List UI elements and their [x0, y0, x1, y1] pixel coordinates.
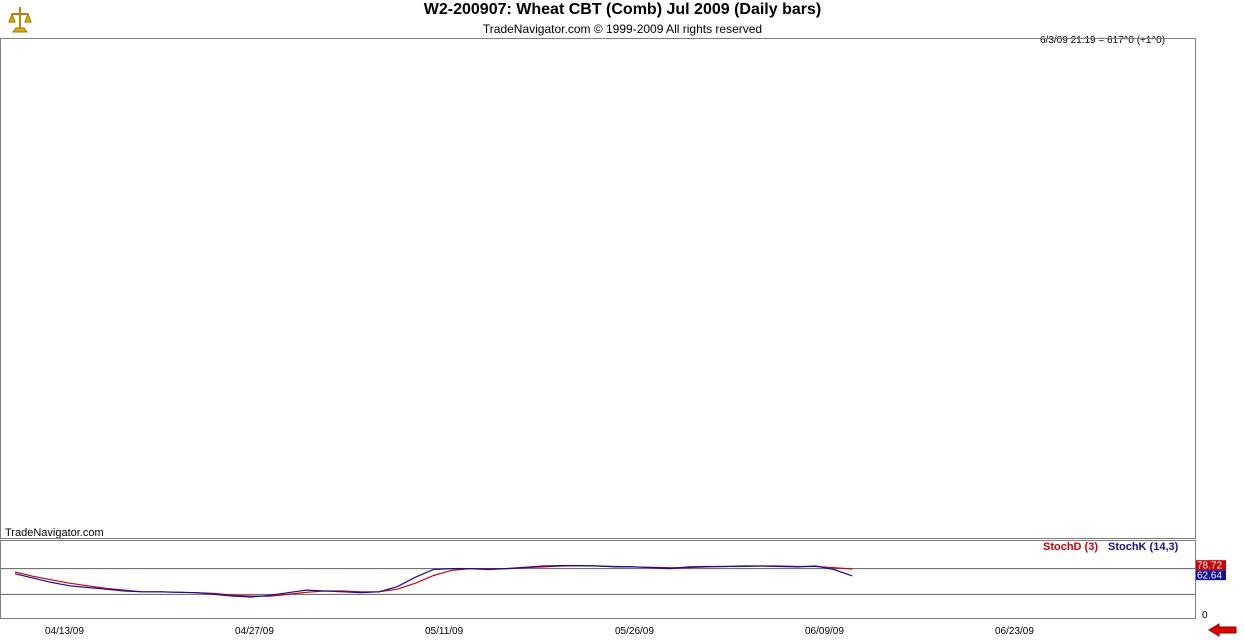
- watermark: TradeNavigator.com: [5, 527, 104, 539]
- x-date-label: 06/23/09: [995, 626, 1034, 637]
- x-date-label: 05/26/09: [615, 626, 654, 637]
- stoch-y-tick-label: 0: [1202, 610, 1208, 621]
- stoch-d-tag-box: [1196, 560, 1226, 571]
- back-arrow-icon[interactable]: [1208, 623, 1238, 637]
- stoch-panel-frame: [0, 540, 1196, 619]
- chart-title: W2-200907: Wheat CBT (Comb) Jul 2009 (Da…: [423, 1, 822, 18]
- x-date-label: 06/09/09: [805, 626, 844, 637]
- x-date-label: 05/11/09: [425, 626, 464, 637]
- x-date-label: 04/13/09: [45, 626, 84, 637]
- stoch-d-tag: 78.72: [1197, 561, 1222, 572]
- x-date-label: 04/27/09: [235, 626, 274, 637]
- stoch-k-line: [14, 565, 853, 598]
- stoch-k-tag-box: [1196, 570, 1226, 581]
- stoch-d-legend: StochD (3): [1043, 541, 1098, 553]
- stoch-k-legend: StochK (14,3): [1108, 541, 1179, 553]
- last-price-stamp: 6/3/09 21:19 = 617^0 (+1^0): [1040, 35, 1166, 46]
- trade-navigator-logo-icon[interactable]: [4, 4, 36, 36]
- price-panel-frame: [0, 38, 1196, 539]
- stoch-k-tag: 62.64: [1197, 571, 1222, 582]
- chart-subtitle: TradeNavigator.com © 1999-2009 All right…: [482, 22, 763, 36]
- stoch-legend: StochD (3) StochK (14,3): [1043, 541, 1178, 553]
